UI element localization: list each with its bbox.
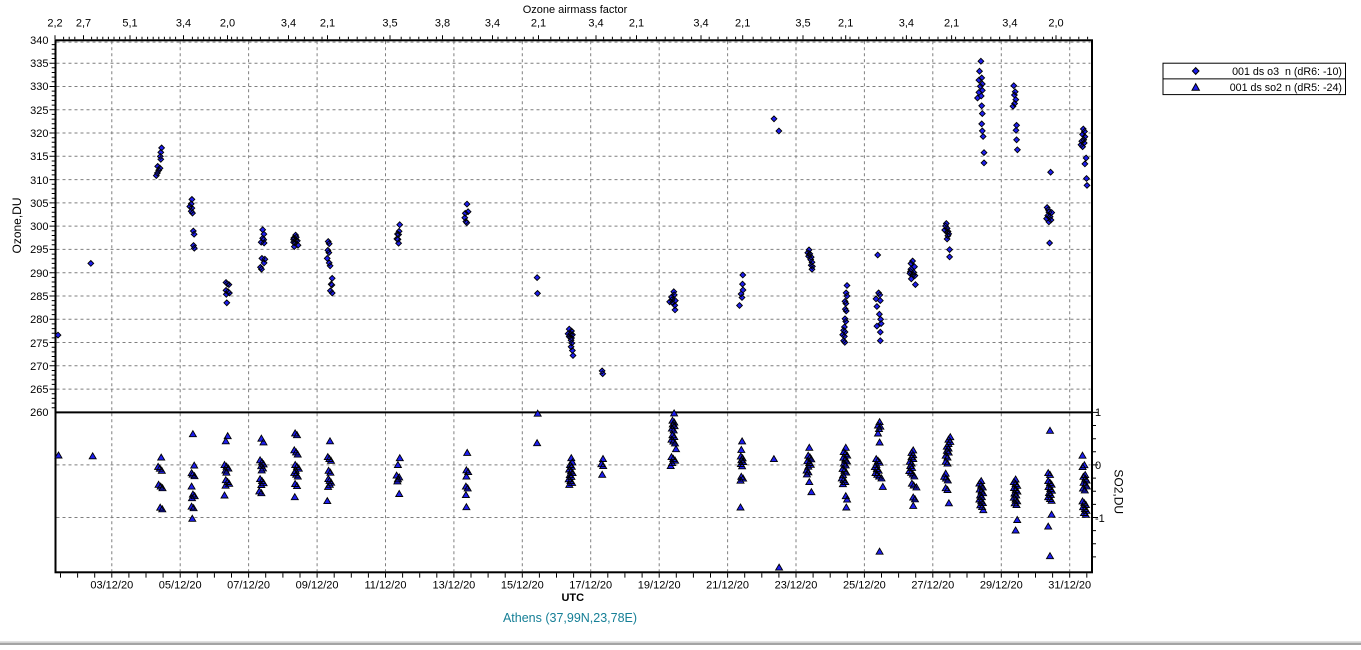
- svg-text:3,8: 3,8: [435, 18, 450, 30]
- svg-text:2,1: 2,1: [629, 18, 644, 30]
- svg-text:09/12/20: 09/12/20: [296, 580, 339, 592]
- svg-text:265: 265: [30, 384, 48, 396]
- svg-text:2,7: 2,7: [76, 18, 91, 30]
- svg-text:5,1: 5,1: [122, 18, 137, 30]
- svg-text:001 ds o3 n (dR6: -10): 001 ds o3 n (dR6: -10): [1232, 66, 1342, 78]
- svg-text:1: 1: [1095, 407, 1101, 419]
- svg-text:19/12/20: 19/12/20: [638, 580, 681, 592]
- svg-text:270: 270: [30, 361, 48, 373]
- svg-text:280: 280: [30, 314, 48, 326]
- svg-text:335: 335: [30, 58, 48, 70]
- svg-text:Athens (37,99N,23,78E): Athens (37,99N,23,78E): [503, 611, 637, 625]
- svg-text:2,1: 2,1: [320, 18, 335, 30]
- svg-text:31/12/20: 31/12/20: [1048, 580, 1091, 592]
- svg-text:320: 320: [30, 128, 48, 140]
- svg-text:3,4: 3,4: [485, 18, 500, 30]
- svg-text:SO2,DU: SO2,DU: [1112, 469, 1126, 514]
- svg-text:305: 305: [30, 198, 48, 210]
- svg-text:17/12/20: 17/12/20: [569, 580, 612, 592]
- svg-text:0: 0: [1095, 460, 1101, 472]
- svg-text:2,1: 2,1: [735, 18, 750, 30]
- svg-text:2,1: 2,1: [531, 18, 546, 30]
- svg-text:300: 300: [30, 221, 48, 233]
- svg-text:285: 285: [30, 291, 48, 303]
- svg-text:3,5: 3,5: [795, 18, 810, 30]
- svg-text:2,1: 2,1: [838, 18, 853, 30]
- svg-text:3,4: 3,4: [1002, 18, 1017, 30]
- svg-text:310: 310: [30, 175, 48, 187]
- svg-text:295: 295: [30, 244, 48, 256]
- svg-text:3,5: 3,5: [382, 18, 397, 30]
- svg-text:25/12/20: 25/12/20: [843, 580, 886, 592]
- svg-text:15/12/20: 15/12/20: [501, 580, 544, 592]
- svg-text:315: 315: [30, 151, 48, 163]
- svg-text:3,4: 3,4: [899, 18, 914, 30]
- svg-text:340: 340: [30, 35, 48, 47]
- svg-text:2,0: 2,0: [220, 18, 235, 30]
- svg-text:3,4: 3,4: [588, 18, 603, 30]
- svg-text:Ozone airmass factor: Ozone airmass factor: [523, 4, 628, 16]
- svg-text:03/12/20: 03/12/20: [90, 580, 133, 592]
- svg-text:260: 260: [30, 407, 48, 419]
- svg-text:Ozone,DU: Ozone,DU: [10, 197, 24, 253]
- svg-text:2,1: 2,1: [944, 18, 959, 30]
- svg-text:275: 275: [30, 338, 48, 350]
- svg-text:-1: -1: [1095, 513, 1105, 525]
- svg-text:13/12/20: 13/12/20: [432, 580, 475, 592]
- svg-text:07/12/20: 07/12/20: [227, 580, 270, 592]
- svg-text:001 ds so2 n (dR5: -24): 001 ds so2 n (dR5: -24): [1230, 82, 1342, 94]
- svg-text:3,4: 3,4: [281, 18, 296, 30]
- svg-text:3,4: 3,4: [176, 18, 191, 30]
- svg-text:3,4: 3,4: [693, 18, 708, 30]
- svg-text:2,2: 2,2: [47, 18, 62, 30]
- svg-text:23/12/20: 23/12/20: [775, 580, 818, 592]
- svg-text:2,0: 2,0: [1048, 18, 1063, 30]
- svg-text:21/12/20: 21/12/20: [706, 580, 749, 592]
- svg-text:290: 290: [30, 268, 48, 280]
- svg-text:05/12/20: 05/12/20: [159, 580, 202, 592]
- svg-text:325: 325: [30, 105, 48, 117]
- svg-text:29/12/20: 29/12/20: [980, 580, 1023, 592]
- svg-text:330: 330: [30, 81, 48, 93]
- svg-text:UTC: UTC: [561, 592, 584, 604]
- svg-text:27/12/20: 27/12/20: [911, 580, 954, 592]
- svg-text:11/12/20: 11/12/20: [364, 580, 406, 592]
